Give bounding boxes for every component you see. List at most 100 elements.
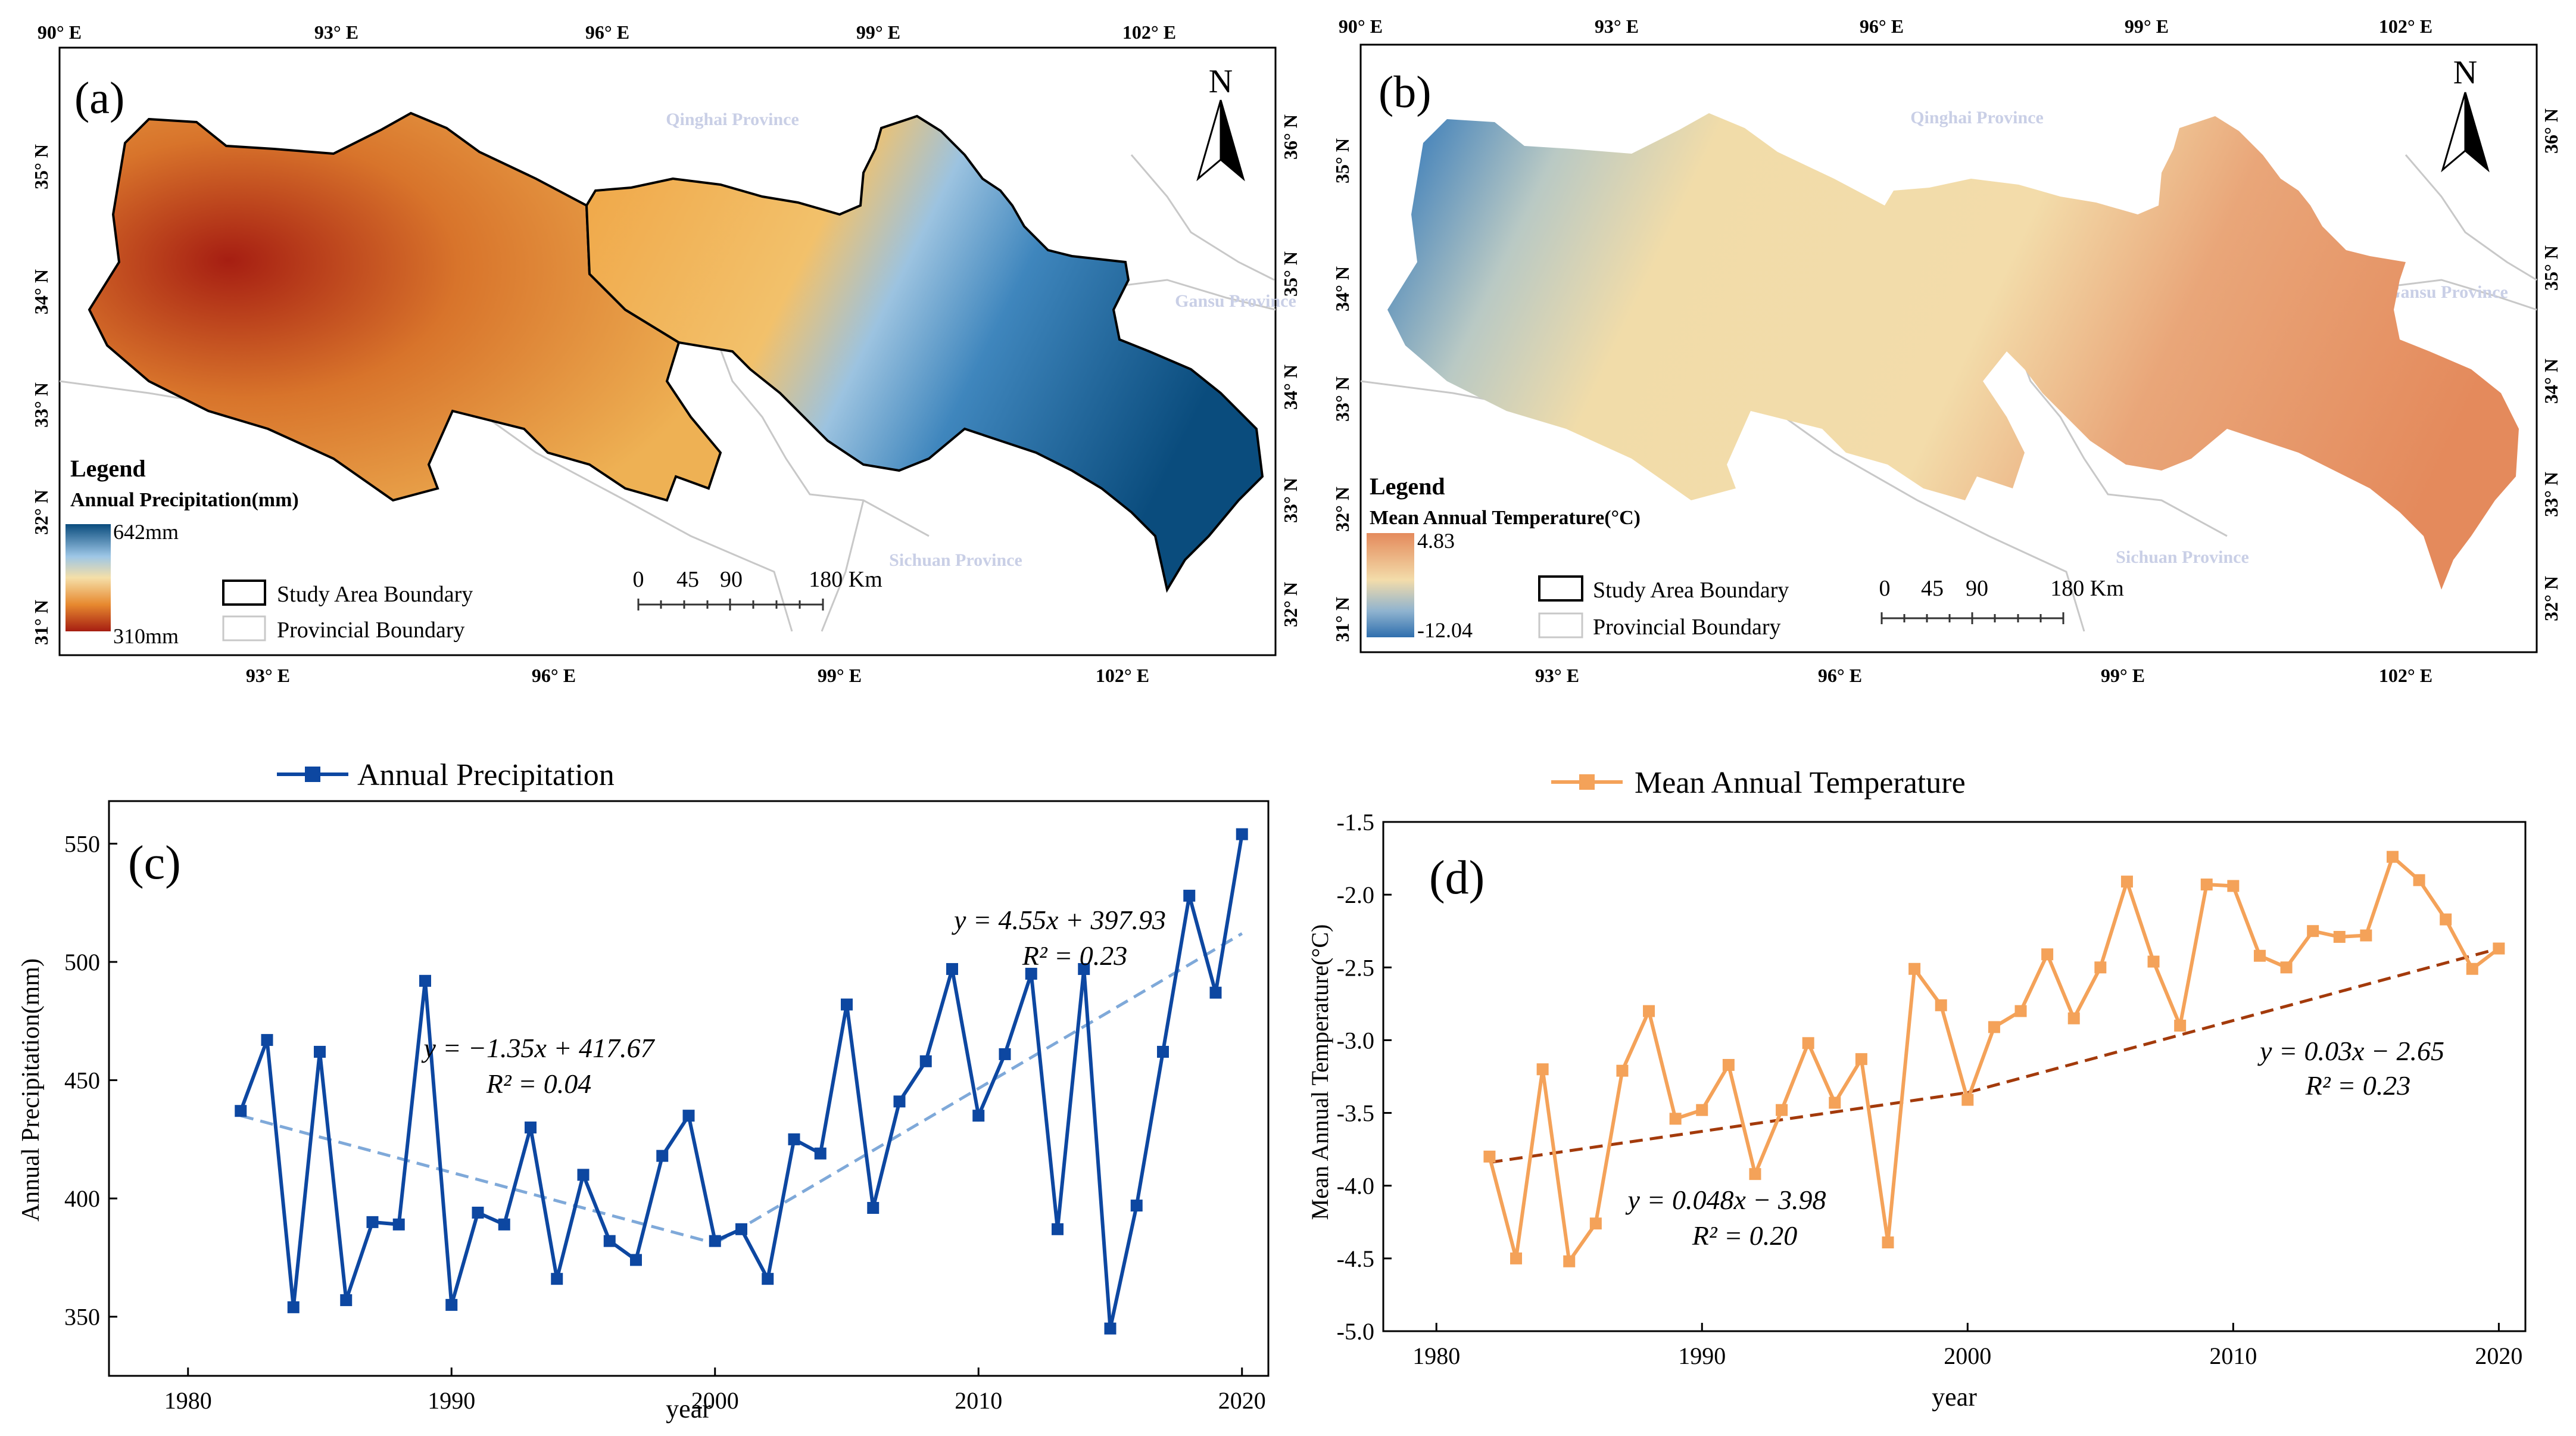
d-data-point <box>2360 929 2372 942</box>
map-b-top-tick: 90° E <box>1339 15 1383 37</box>
d-data-point <box>1643 1005 1655 1017</box>
map-a-panel-label: (a) <box>74 73 124 123</box>
map-b-bottom-tick: 99° E <box>2101 665 2145 686</box>
chart-c-legend-label: Annual Precipitation <box>357 758 615 792</box>
map-a-legend-max: 642mm <box>113 520 179 544</box>
d-data-point <box>1829 1097 1841 1109</box>
chart-c-equation: y = −1.35x + 417.67 <box>422 1033 656 1063</box>
chart-c-r2: R² = 0.04 <box>486 1069 591 1099</box>
d-data-point <box>1961 1094 1974 1106</box>
map-a-study-area-east <box>585 114 1264 593</box>
map-a-legend-min: 310mm <box>113 624 179 648</box>
map-a-legend-title: Legend <box>70 455 146 482</box>
d-x-tick-label: 1980 <box>1412 1342 1460 1369</box>
d-data-point <box>2280 961 2293 974</box>
map-a-study-boundary-label: Study Area Boundary <box>277 582 473 607</box>
map-a-top-tick: 99° E <box>856 21 900 43</box>
map-a-north-arrow: N <box>1196 63 1245 182</box>
c-x-tick-label: 2000 <box>691 1387 739 1414</box>
map-a-left-ticks: 35° N 34° N 33° N 32° N 31° N <box>30 144 52 645</box>
map-a-scale-label: 0 <box>633 567 644 592</box>
map-a-legend-subtitle: Annual Precipitation(mm) <box>70 489 299 511</box>
map-a-bottom-tick: 99° E <box>818 665 862 686</box>
chart-d-trend-lines <box>1489 947 2500 1164</box>
chart-c-legend: Annual Precipitation <box>277 758 615 792</box>
chart-d-plot-area <box>1382 821 2527 1332</box>
map-a-colorbar <box>66 524 111 631</box>
study-boundary-swatch <box>1538 575 1583 602</box>
chart-d-equation: y = 0.03x − 2.65 <box>2257 1036 2444 1066</box>
chart-d-legend-label: Mean Annual Temperature <box>1635 766 1966 800</box>
map-b-left-tick: 32° N <box>1331 487 1353 532</box>
d-data-point <box>1510 1252 1523 1264</box>
map-a-scale-label: 90 <box>720 567 743 592</box>
map-panel-b: Qinghai Province Gansu Province Sichuan … <box>1331 15 2562 686</box>
chart-c-axes: 1980 1990 2000 2010 2020 350 400 450 500 550 <box>64 830 1266 1414</box>
c-data-point <box>1130 1200 1143 1212</box>
map-b-legend: Legend Mean Annual Temperature(°C) 4.83 … <box>1367 473 1789 642</box>
chart-d-annotation-2: y = 0.03x − 2.65 R² = 0.23 <box>2257 1036 2444 1101</box>
d-y-tick-label: -3.5 <box>1337 1100 1374 1127</box>
d-data-point <box>2493 942 2505 955</box>
c-data-point <box>841 998 853 1011</box>
d-data-point <box>2014 1005 2027 1017</box>
d-x-tick-label: 2010 <box>2209 1342 2257 1369</box>
map-a-right-ticks: 36° N 35° N 34° N 33° N 32° N <box>1280 114 1301 627</box>
map-b-study-area <box>1387 113 2519 590</box>
map-a-right-tick: 33° N <box>1280 478 1301 523</box>
province-boundary-swatch <box>1538 612 1583 638</box>
d-data-point <box>1483 1150 1496 1163</box>
map-b-scale-label: 0 <box>1879 576 1891 601</box>
c-y-tick-label: 350 <box>64 1304 100 1331</box>
chart-d-axes: 1980 1990 2000 2010 2020 -5.0 -4.5 -4.0 -3.5 -3.0… <box>1337 809 2523 1369</box>
map-a-bottom-ticks: 93° E 96° E 99° E 102° E <box>246 665 1149 686</box>
d-data-point <box>1776 1104 1788 1116</box>
map-b-bottom-ticks: 93° E 96° E 99° E 102° E <box>1535 665 2432 686</box>
map-b-colorbar <box>1367 533 1414 637</box>
map-a-province-boundary-label: Provincial Boundary <box>277 618 465 643</box>
map-a-scale-label: 180 Km <box>809 567 882 592</box>
c-x-tick-label: 2020 <box>1218 1387 1266 1414</box>
map-b-right-ticks: 36° N 35° N 34° N 33° N 32° N <box>2540 108 2562 621</box>
map-b-province-label: Gansu Province <box>2387 282 2508 302</box>
c-data-point <box>577 1169 590 1181</box>
c-data-point <box>392 1218 405 1231</box>
map-a-left-tick: 31° N <box>30 600 52 645</box>
map-a-scale-bar: 0 45 90 180 Km <box>633 567 882 610</box>
map-a-top-ticks: 90° E 93° E 96° E 99° E 102° E <box>38 21 1176 43</box>
d-data-point <box>2094 961 2107 974</box>
map-a-top-tick: 102° E <box>1122 21 1176 43</box>
c-x-tick-label: 2010 <box>955 1387 1002 1414</box>
study-boundary-swatch <box>222 580 266 606</box>
d-data-point <box>1882 1236 1894 1248</box>
map-b-legend-min: -12.04 <box>1417 618 1473 642</box>
c-data-point <box>709 1235 721 1247</box>
map-b-left-tick: 33° N <box>1331 376 1353 422</box>
d-y-tick-label: -2.0 <box>1337 881 1374 908</box>
d-data-point <box>1669 1113 1682 1125</box>
d-data-point <box>1935 999 1947 1011</box>
d-data-point <box>2440 913 2452 926</box>
chart-d-legend: Mean Annual Temperature <box>1551 766 1966 800</box>
map-a-right-tick: 36° N <box>1280 114 1301 160</box>
d-x-tick-label: 2020 <box>2475 1342 2522 1369</box>
d-data-point <box>2386 851 2399 863</box>
c-data-point <box>630 1254 642 1266</box>
map-b-right-tick: 36° N <box>2540 108 2562 154</box>
map-a-province-label: Sichuan Province <box>889 550 1022 570</box>
chart-c-trend-lines <box>240 932 1243 1245</box>
map-b-top-tick: 93° E <box>1595 15 1639 37</box>
d-data-point <box>2333 930 2346 943</box>
map-b-scale-label: 90 <box>1966 576 1988 601</box>
d-data-point <box>2466 962 2478 975</box>
d-data-point <box>2307 925 2319 937</box>
map-b-right-tick: 32° N <box>2540 576 2562 621</box>
d-data-point <box>2174 1020 2187 1032</box>
d-y-tick-label: -2.5 <box>1337 954 1374 981</box>
chart-d-r2: R² = 0.20 <box>1692 1220 1797 1251</box>
map-b-province-label: Qinghai Province <box>1910 108 2044 127</box>
c-y-tick-label: 550 <box>64 830 100 857</box>
map-b-panel-label: (b) <box>1379 67 1432 117</box>
c-data-point <box>340 1294 353 1306</box>
